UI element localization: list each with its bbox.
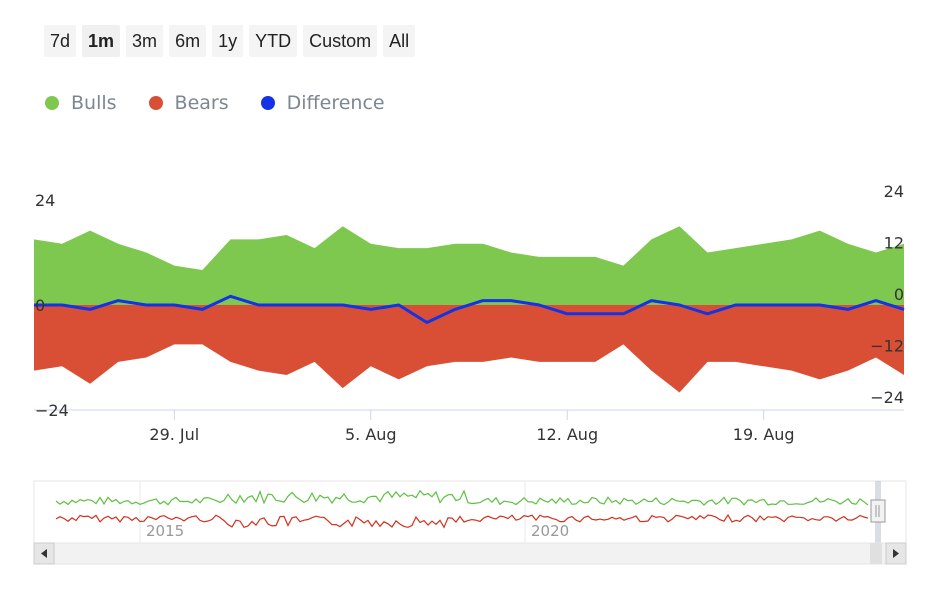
y-axis-right-tick-label: 0 xyxy=(894,285,904,304)
series-line-difference xyxy=(34,294,905,324)
navigator-frame xyxy=(33,480,907,544)
series-area-bears xyxy=(34,305,904,393)
y-axis-right-tick-label: −24 xyxy=(870,388,904,407)
y-axis-right-tick-label: −12 xyxy=(870,337,904,356)
scroll-left-icon xyxy=(41,549,47,558)
navigator-label-2020: 2020 xyxy=(531,522,569,540)
legend-label-difference: Difference xyxy=(286,92,385,114)
range-button-6m[interactable]: 6m xyxy=(169,25,207,57)
x-axis-tick-label: 19. Aug xyxy=(733,425,795,444)
y-axis-right-tick-label: 24 xyxy=(884,182,904,201)
navigator-handle-box[interactable] xyxy=(870,499,886,523)
range-button-1m[interactable]: 1m xyxy=(82,25,121,57)
scrollbar[interactable] xyxy=(33,542,907,565)
x-axis-tick-label: 5. Aug xyxy=(345,425,397,444)
legend-item-bears[interactable]: Bears xyxy=(148,92,229,114)
scrollbar-track[interactable] xyxy=(33,542,907,565)
navigator-handle[interactable] xyxy=(870,499,886,523)
scroll-right-icon xyxy=(893,549,899,558)
legend-item-difference[interactable]: Difference xyxy=(260,92,385,114)
y-axis-left-tick-label: 24 xyxy=(35,191,55,210)
range-button-custom[interactable]: Custom xyxy=(303,25,378,57)
legend-marker-bears xyxy=(148,96,163,110)
navigator-bulls-line xyxy=(55,489,869,506)
range-button-all[interactable]: All xyxy=(383,25,416,57)
navigator-bears-line xyxy=(55,513,869,529)
legend-label-bears: Bears xyxy=(174,92,229,114)
range-button-1y[interactable]: 1y xyxy=(212,25,244,57)
legend-marker-bulls xyxy=(45,96,59,110)
y-axis-left-tick-label: 0 xyxy=(35,296,45,315)
chart-legend: Bulls Bears Difference xyxy=(45,92,385,114)
legend-label-bulls: Bulls xyxy=(71,92,117,114)
range-button-3m[interactable]: 3m xyxy=(126,25,164,57)
navigator-label-2015: 2015 xyxy=(146,522,184,540)
scrollbar-thumb[interactable] xyxy=(870,543,882,564)
axes: 29. Jul 5. Aug 12. Aug 19. Aug 24 0 −24 24 12 0 −1… xyxy=(34,182,904,444)
range-button-ytd[interactable]: YTD xyxy=(249,25,298,57)
range-selector: 7d 1m 3m 6m 1y YTD Custom All xyxy=(44,25,416,57)
legend-marker-difference xyxy=(260,96,275,110)
plot-area xyxy=(33,226,905,393)
x-axis-tick-label: 12. Aug xyxy=(536,425,598,444)
range-button-7d[interactable]: 7d xyxy=(44,25,77,57)
y-axis-left-tick-label: −24 xyxy=(35,401,69,420)
legend-item-bulls[interactable]: Bulls xyxy=(45,92,117,114)
navigator: 2015 2020 xyxy=(33,480,907,544)
x-axis-tick-label: 29. Jul xyxy=(149,425,199,444)
series-area-bulls xyxy=(34,226,904,305)
y-axis-right-tick-label: 12 xyxy=(884,234,904,253)
